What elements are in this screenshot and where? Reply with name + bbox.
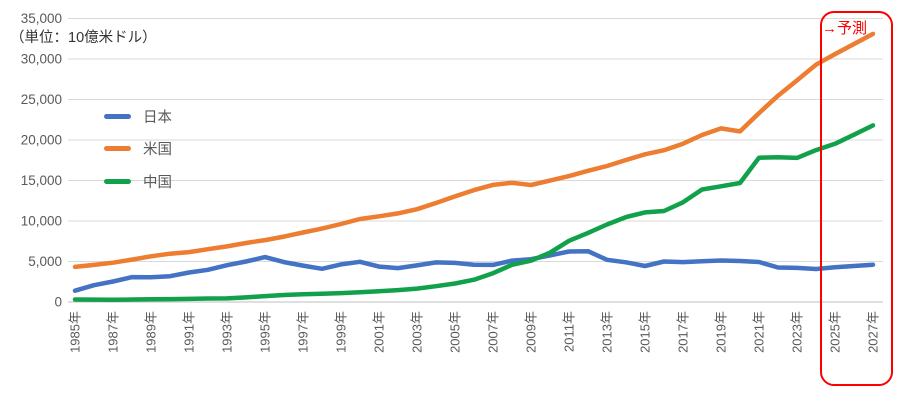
x-tick-label: 2013年 (600, 311, 615, 353)
x-tick-label: 2009年 (524, 311, 539, 353)
legend-label-japan: 日本 (143, 109, 172, 126)
series-line-japan (72, 248, 876, 293)
x-tick-label: 2007年 (486, 311, 501, 353)
x-tick-label: 1997年 (296, 311, 311, 353)
x-tick-label: 2017年 (676, 311, 691, 353)
y-tick-label: 0 (54, 295, 62, 310)
x-tick-label: 2021年 (752, 311, 767, 353)
legend-label-china: 中国 (143, 174, 172, 191)
y-tick-label: 15,000 (21, 173, 62, 188)
y-tick-label: 20,000 (21, 133, 62, 148)
legend-line-usa-swatch (104, 146, 131, 152)
x-tick-label: 2019年 (714, 311, 729, 353)
x-tick-label: 1989年 (144, 311, 159, 353)
legend: 日本 米国 中国 (104, 100, 172, 198)
x-tick-label: 1993年 (220, 311, 235, 353)
y-tick-label: 30,000 (21, 52, 62, 67)
x-tick-label: 2023年 (790, 311, 805, 353)
y-tick-label: 35,000 (21, 11, 62, 26)
x-tick-label: 2003年 (410, 311, 425, 353)
forecast-annotation: →予測 (822, 20, 868, 37)
legend-item-japan: 日本 (104, 100, 172, 133)
x-tick-label: 2011年 (562, 311, 577, 352)
x-tick-label: 2027年 (866, 311, 881, 353)
x-tick-label: 2001年 (372, 311, 387, 353)
legend-line-japan-swatch (104, 113, 131, 119)
legend-item-usa: 米国 (104, 133, 172, 166)
x-tick-label: 2005年 (448, 311, 463, 353)
x-tick-label: 1991年 (182, 311, 197, 353)
legend-line-china-swatch (104, 178, 131, 184)
y-tick-label: 25,000 (21, 92, 62, 107)
x-tick-label: 1995年 (258, 311, 273, 353)
series-line-china (72, 123, 876, 303)
x-tick-label: 1987年 (106, 311, 121, 353)
unit-label: （単位：10億米ドル） (10, 30, 157, 46)
x-tick-label: 1985年 (68, 311, 83, 353)
x-tick-label: 1999年 (334, 311, 349, 353)
series-line-usa (72, 31, 876, 270)
y-tick-label: 5,000 (28, 254, 62, 269)
legend-item-china: 中国 (104, 165, 172, 198)
legend-label-usa: 米国 (143, 142, 172, 159)
y-tick-label: 10,000 (21, 214, 62, 229)
x-tick-label: 2015年 (638, 311, 653, 353)
x-tick-label: 2025年 (828, 311, 843, 353)
